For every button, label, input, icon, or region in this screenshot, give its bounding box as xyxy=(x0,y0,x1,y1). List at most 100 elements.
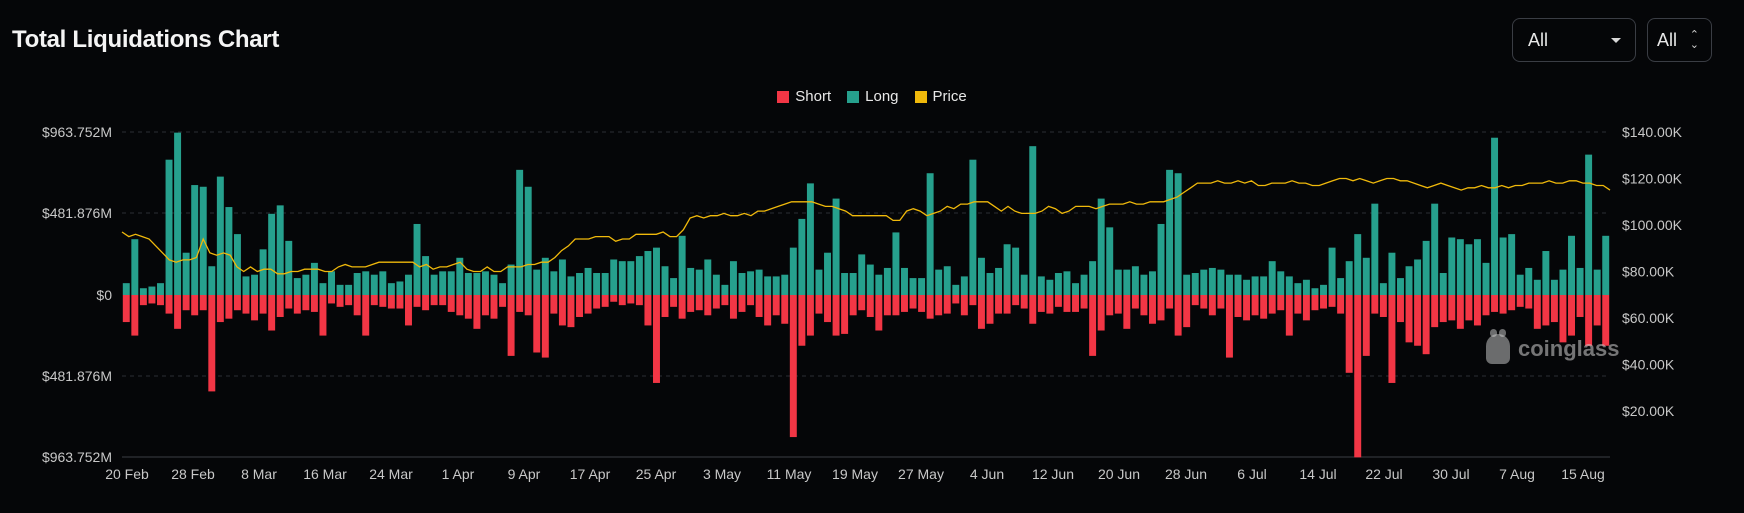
long-bar xyxy=(1602,235,1610,295)
long-bar xyxy=(1593,269,1601,295)
long-bar xyxy=(943,266,951,295)
short-bar xyxy=(849,295,857,316)
long-bar xyxy=(1431,203,1439,295)
long-bar xyxy=(1003,244,1011,295)
short-bar xyxy=(926,295,934,319)
short-bar xyxy=(687,295,695,312)
long-bar xyxy=(387,283,395,295)
short-bar xyxy=(353,295,361,316)
long-bar xyxy=(182,252,190,295)
short-bar xyxy=(1072,295,1079,312)
short-bar xyxy=(670,295,678,307)
legend-item-long[interactable]: Long xyxy=(847,88,899,105)
coinglass-watermark: coinglass xyxy=(1486,329,1619,364)
liquidation-type-select[interactable]: All xyxy=(1512,18,1636,62)
short-bar xyxy=(747,295,755,306)
long-bar xyxy=(259,249,267,295)
long-bar xyxy=(507,264,515,295)
long-bar xyxy=(909,278,917,295)
short-bar xyxy=(1550,295,1558,323)
short-bar xyxy=(1114,295,1122,314)
long-bar xyxy=(499,283,507,295)
y-right-tick-label: $140.00K xyxy=(1622,124,1683,140)
long-bar xyxy=(687,267,695,295)
short-bar xyxy=(721,295,729,306)
long-bar xyxy=(1414,259,1422,295)
y-left-tick-label: $0 xyxy=(96,287,112,303)
short-bar xyxy=(824,295,831,323)
short-bar xyxy=(242,295,250,314)
short-bar xyxy=(430,295,438,306)
long-bar xyxy=(729,261,737,295)
long-bar xyxy=(764,276,772,295)
long-bar xyxy=(901,267,908,295)
short-bar xyxy=(960,295,968,316)
long-bar xyxy=(977,257,985,295)
exchange-select[interactable]: All ⌃ ⌄ xyxy=(1647,18,1712,62)
short-bar xyxy=(1063,295,1071,312)
short-bar xyxy=(1200,295,1208,309)
short-bar xyxy=(1473,295,1481,326)
long-bar xyxy=(345,284,353,295)
short-bar xyxy=(516,295,524,312)
legend-item-price[interactable]: Price xyxy=(914,88,967,105)
short-bar xyxy=(1354,295,1362,458)
long-bar xyxy=(490,274,498,295)
short-bar xyxy=(712,295,720,309)
short-bar xyxy=(1294,295,1302,314)
long-bar xyxy=(1354,234,1362,295)
short-bar xyxy=(909,295,917,309)
short-bar xyxy=(233,295,241,311)
long-bar xyxy=(704,259,712,295)
short-bar xyxy=(1097,295,1105,331)
short-bar xyxy=(977,295,985,329)
long-bar xyxy=(1568,235,1575,295)
long-bar xyxy=(319,283,327,295)
long-bar xyxy=(1559,269,1567,295)
short-bar xyxy=(251,295,259,321)
long-bar xyxy=(1054,273,1062,295)
long-bar xyxy=(447,271,455,295)
long-bar xyxy=(1114,269,1122,295)
short-bar xyxy=(447,295,455,312)
long-bar xyxy=(1328,247,1336,295)
short-bar xyxy=(704,295,712,316)
legend-item-short[interactable]: Short xyxy=(777,88,831,105)
long-bar xyxy=(131,239,139,295)
short-bar xyxy=(1593,295,1601,326)
short-bar xyxy=(1568,295,1575,336)
short-bar xyxy=(1012,295,1020,306)
short-bar xyxy=(789,295,797,438)
long-bar xyxy=(268,213,276,295)
short-bar xyxy=(584,295,592,314)
short-bar xyxy=(1149,295,1156,324)
long-bar xyxy=(430,274,438,295)
short-bar xyxy=(1166,295,1174,309)
short-bar xyxy=(1311,295,1319,311)
long-bar xyxy=(1251,276,1259,295)
short-bar xyxy=(653,295,660,383)
short-bar xyxy=(986,295,994,324)
short-bar xyxy=(1465,295,1473,321)
short-bar xyxy=(439,295,447,306)
short-bar xyxy=(1037,295,1045,312)
long-bar xyxy=(1508,234,1516,295)
short-bar xyxy=(875,295,883,331)
long-bar xyxy=(1268,261,1276,295)
short-bar xyxy=(1123,295,1131,329)
long-bar xyxy=(653,247,660,295)
x-tick-label: 25 Apr xyxy=(636,466,677,482)
long-bar xyxy=(336,284,344,295)
short-bar xyxy=(208,295,216,392)
short-bar xyxy=(1131,295,1139,309)
long-bar xyxy=(772,276,780,295)
short-bar xyxy=(1431,295,1439,328)
long-bar xyxy=(1131,266,1139,295)
long-bar xyxy=(1491,137,1499,295)
long-bar xyxy=(875,274,883,295)
long-bar xyxy=(1063,271,1071,295)
long-bar xyxy=(1166,169,1174,295)
long-bar xyxy=(926,173,934,295)
short-bar xyxy=(1106,295,1114,316)
short-bar xyxy=(1516,295,1524,307)
